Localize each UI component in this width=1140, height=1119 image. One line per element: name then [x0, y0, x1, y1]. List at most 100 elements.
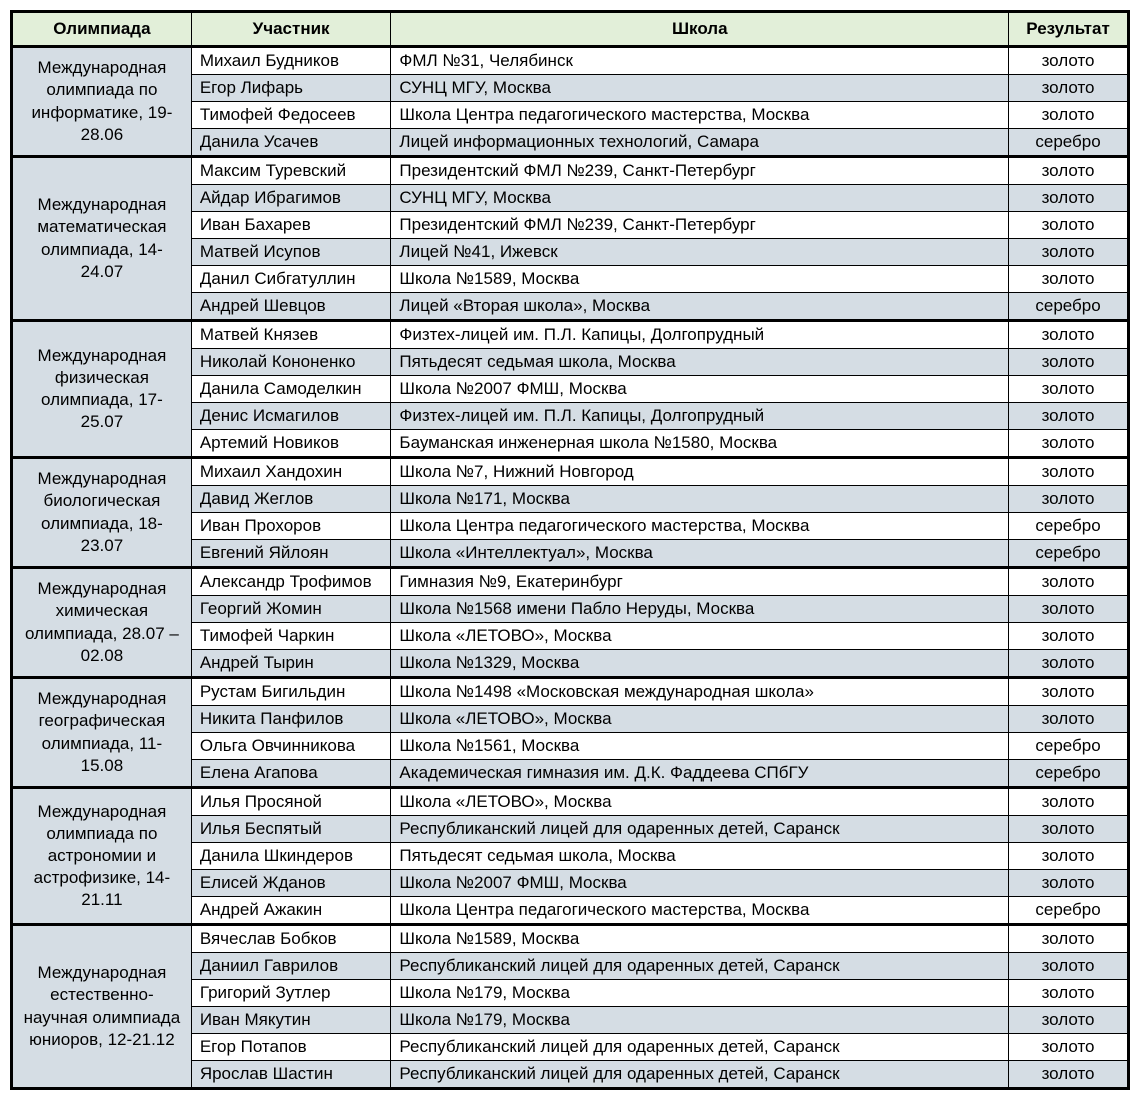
result-cell: золото	[1009, 75, 1129, 102]
table-row: Международная химическая олимпиада, 28.0…	[12, 568, 1129, 596]
participant-cell: Егор Потапов	[191, 1034, 391, 1061]
result-cell: золото	[1009, 321, 1129, 349]
result-cell: золото	[1009, 596, 1129, 623]
table-row: Международная географическая олимпиада, …	[12, 678, 1129, 706]
participant-cell: Иван Прохоров	[191, 513, 391, 540]
participant-cell: Айдар Ибрагимов	[191, 185, 391, 212]
school-cell: Школа «ЛЕТОВО», Москва	[391, 706, 1009, 733]
participant-cell: Андрей Шевцов	[191, 293, 391, 321]
header-participant: Участник	[191, 12, 391, 47]
header-school: Школа	[391, 12, 1009, 47]
participant-cell: Тимофей Федосеев	[191, 102, 391, 129]
school-cell: Лицей информационных технологий, Самара	[391, 129, 1009, 157]
result-cell: золото	[1009, 870, 1129, 897]
result-cell: золото	[1009, 239, 1129, 266]
participant-cell: Елена Агапова	[191, 760, 391, 788]
school-cell: Школа №2007 ФМШ, Москва	[391, 870, 1009, 897]
school-cell: Школа Центра педагогического мастерства,…	[391, 513, 1009, 540]
olympiad-cell: Международная географическая олимпиада, …	[12, 678, 192, 788]
participant-cell: Даниил Гаврилов	[191, 953, 391, 980]
result-cell: золото	[1009, 706, 1129, 733]
participant-cell: Илья Беспятый	[191, 816, 391, 843]
result-cell: серебро	[1009, 897, 1129, 925]
participant-cell: Григорий Зутлер	[191, 980, 391, 1007]
school-cell: Республиканский лицей для одаренных дете…	[391, 816, 1009, 843]
school-cell: Школа «ЛЕТОВО», Москва	[391, 623, 1009, 650]
table-row: Международная математическая олимпиада, …	[12, 157, 1129, 185]
result-cell: золото	[1009, 678, 1129, 706]
school-cell: Пятьдесят седьмая школа, Москва	[391, 843, 1009, 870]
result-cell: золото	[1009, 1007, 1129, 1034]
school-cell: СУНЦ МГУ, Москва	[391, 75, 1009, 102]
result-cell: золото	[1009, 925, 1129, 953]
participant-cell: Артемий Новиков	[191, 430, 391, 458]
participant-cell: Ольга Овчинникова	[191, 733, 391, 760]
participant-cell: Андрей Тырин	[191, 650, 391, 678]
participant-cell: Тимофей Чаркин	[191, 623, 391, 650]
school-cell: Пятьдесят седьмая школа, Москва	[391, 349, 1009, 376]
school-cell: Школа №179, Москва	[391, 1007, 1009, 1034]
school-cell: Школа «ЛЕТОВО», Москва	[391, 788, 1009, 816]
participant-cell: Максим Туревский	[191, 157, 391, 185]
table-row: Международная физическая олимпиада, 17-2…	[12, 321, 1129, 349]
school-cell: Республиканский лицей для одаренных дете…	[391, 1034, 1009, 1061]
school-cell: Школа №1589, Москва	[391, 925, 1009, 953]
participant-cell: Рустам Бигильдин	[191, 678, 391, 706]
result-cell: золото	[1009, 1034, 1129, 1061]
school-cell: Школа №179, Москва	[391, 980, 1009, 1007]
school-cell: Школа «Интеллектуал», Москва	[391, 540, 1009, 568]
result-cell: золото	[1009, 1061, 1129, 1089]
table-row: Международная естественно-научная олимпи…	[12, 925, 1129, 953]
result-cell: серебро	[1009, 760, 1129, 788]
result-cell: золото	[1009, 102, 1129, 129]
school-cell: Лицей «Вторая школа», Москва	[391, 293, 1009, 321]
participant-cell: Елисей Жданов	[191, 870, 391, 897]
participant-cell: Николай Кононенко	[191, 349, 391, 376]
participant-cell: Иван Мякутин	[191, 1007, 391, 1034]
result-cell: золото	[1009, 650, 1129, 678]
school-cell: Республиканский лицей для одаренных дете…	[391, 953, 1009, 980]
olympiad-cell: Международная олимпиада по информатике, …	[12, 47, 192, 157]
participant-cell: Давид Жеглов	[191, 486, 391, 513]
result-cell: золото	[1009, 376, 1129, 403]
participant-cell: Данила Самоделкин	[191, 376, 391, 403]
school-cell: Школа №7, Нижний Новгород	[391, 458, 1009, 486]
participant-cell: Георгий Жомин	[191, 596, 391, 623]
school-cell: Школа №171, Москва	[391, 486, 1009, 513]
school-cell: Президентский ФМЛ №239, Санкт-Петербург	[391, 212, 1009, 239]
result-cell: золото	[1009, 788, 1129, 816]
participant-cell: Евгений Яйлоян	[191, 540, 391, 568]
participant-cell: Александр Трофимов	[191, 568, 391, 596]
school-cell: Президентский ФМЛ №239, Санкт-Петербург	[391, 157, 1009, 185]
olympiad-cell: Международная химическая олимпиада, 28.0…	[12, 568, 192, 678]
school-cell: Школа Центра педагогического мастерства,…	[391, 897, 1009, 925]
result-cell: золото	[1009, 266, 1129, 293]
school-cell: Школа №1561, Москва	[391, 733, 1009, 760]
table-row: Международная олимпиада по астрономии и …	[12, 788, 1129, 816]
table-header-row: Олимпиада Участник Школа Результат	[12, 12, 1129, 47]
participant-cell: Иван Бахарев	[191, 212, 391, 239]
school-cell: СУНЦ МГУ, Москва	[391, 185, 1009, 212]
olympiad-cell: Международная математическая олимпиада, …	[12, 157, 192, 321]
participant-cell: Матвей Князев	[191, 321, 391, 349]
result-cell: золото	[1009, 623, 1129, 650]
table-row: Международная олимпиада по информатике, …	[12, 47, 1129, 75]
header-olympiad: Олимпиада	[12, 12, 192, 47]
result-cell: золото	[1009, 458, 1129, 486]
school-cell: Школа №2007 ФМШ, Москва	[391, 376, 1009, 403]
school-cell: Гимназия №9, Екатеринбург	[391, 568, 1009, 596]
participant-cell: Денис Исмагилов	[191, 403, 391, 430]
olympiad-cell: Международная биологическая олимпиада, 1…	[12, 458, 192, 568]
school-cell: Школа Центра педагогического мастерства,…	[391, 102, 1009, 129]
participant-cell: Матвей Исупов	[191, 239, 391, 266]
result-cell: серебро	[1009, 129, 1129, 157]
participant-cell: Андрей Ажакин	[191, 897, 391, 925]
result-cell: золото	[1009, 157, 1129, 185]
result-cell: золото	[1009, 980, 1129, 1007]
participant-cell: Егор Лифарь	[191, 75, 391, 102]
result-cell: золото	[1009, 212, 1129, 239]
olympiad-cell: Международная естественно-научная олимпи…	[12, 925, 192, 1089]
result-cell: серебро	[1009, 513, 1129, 540]
result-cell: золото	[1009, 568, 1129, 596]
result-cell: золото	[1009, 486, 1129, 513]
